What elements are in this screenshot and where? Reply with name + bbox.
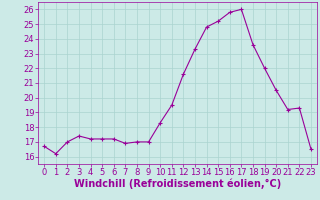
X-axis label: Windchill (Refroidissement éolien,°C): Windchill (Refroidissement éolien,°C) xyxy=(74,179,281,189)
